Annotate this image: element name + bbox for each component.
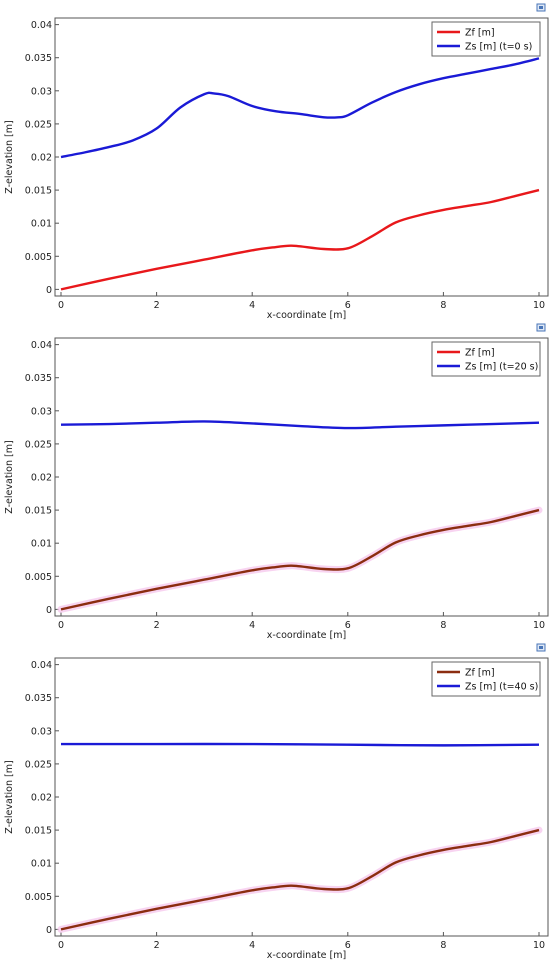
chart-panel-2: 0 0.005 0.01 0.015 0.02 0.025 0.03 0.035 0.04 0 2 4… <box>4 323 549 640</box>
y-tick-label: 0.01 <box>31 539 52 550</box>
legend-box <box>431 661 541 697</box>
series-line-zs <box>60 420 540 430</box>
plot-area <box>54 337 549 617</box>
y-tick-label: 0.02 <box>31 473 52 484</box>
series-line-zs <box>61 742 540 747</box>
y-tick-label: 0.015 <box>25 186 52 197</box>
x-axis-label: x-coordinate [m] <box>267 630 346 640</box>
y-tick-label: 0.025 <box>25 759 52 770</box>
x-tick-label: 2 <box>154 940 160 951</box>
y-tick-label: 0.035 <box>25 53 52 64</box>
y-tick-label: 0.01 <box>31 859 52 870</box>
y-tick-label: 0.005 <box>25 892 52 903</box>
x-tick-label: 4 <box>249 940 255 951</box>
y-tick-label: 0.04 <box>31 20 52 31</box>
y-tick-label: 0.035 <box>25 693 52 704</box>
x-tick-label: 8 <box>440 300 446 311</box>
legend-entry-label: Zs [m] (t=0 s) <box>465 42 532 53</box>
y-tick-label: 0.035 <box>25 373 52 384</box>
legend-box <box>431 341 541 377</box>
y-tick-label: 0.01 <box>31 219 52 230</box>
series-line-zf <box>60 508 540 611</box>
y-tick-label: 0 <box>46 605 52 616</box>
y-tick-label: 0.03 <box>31 86 52 97</box>
x-axis-label: x-coordinate [m] <box>267 310 346 320</box>
x-tick-label: 4 <box>249 620 255 631</box>
y-tick-label: 0 <box>46 285 52 296</box>
y-tick-label: 0.02 <box>31 153 52 164</box>
y-tick-label: 0.03 <box>31 726 52 737</box>
y-tick-label: 0.04 <box>31 340 52 351</box>
legend: Zf [m] Zs [m] (t=0 s) <box>431 21 541 57</box>
chart-panel-1: 0 0.005 0.01 0.015 0.02 0.025 0.03 0.035 0.04 0 2 4… <box>4 3 549 320</box>
y-tick-label: 0.015 <box>25 826 52 837</box>
export-icon[interactable] <box>536 643 546 652</box>
y-tick-label: 0.025 <box>25 439 52 450</box>
x-tick-label: 8 <box>440 620 446 631</box>
x-tick-label: 6 <box>345 620 351 631</box>
chart-panel-3: 0 0.005 0.01 0.015 0.02 0.025 0.03 0.035 0.04 0 2 4… <box>4 643 549 961</box>
y-tick-label: 0.025 <box>25 119 52 130</box>
y-axis-label: Z-elevation [m] <box>4 440 15 513</box>
y-tick-label: 0.03 <box>31 406 52 417</box>
x-tick-label: 2 <box>154 300 160 311</box>
plot-area <box>54 657 549 937</box>
x-tick-label: 6 <box>345 940 351 951</box>
y-tick-label: 0.005 <box>25 572 52 583</box>
y-axis-label: Z-elevation [m] <box>4 760 15 833</box>
legend-entry-label: Zf [m] <box>465 28 495 39</box>
x-tick-label: 4 <box>249 300 255 311</box>
series-line-zf <box>60 828 540 931</box>
y-axis-label: Z-elevation [m] <box>4 120 15 193</box>
export-icon[interactable] <box>536 323 546 332</box>
legend-entry-label: Zs [m] (t=40 s) <box>465 682 538 693</box>
legend-box <box>431 21 541 57</box>
x-tick-label: 0 <box>58 300 64 311</box>
y-tick-label: 0.02 <box>31 793 52 804</box>
x-tick-label: 10 <box>533 620 545 631</box>
export-icon[interactable] <box>536 3 546 12</box>
x-tick-label: 2 <box>154 620 160 631</box>
x-tick-label: 0 <box>58 940 64 951</box>
series-line-zs <box>60 57 540 159</box>
x-axis-label: x-coordinate [m] <box>267 950 346 961</box>
y-tick-label: 0.005 <box>25 252 52 263</box>
x-tick-label: 0 <box>58 620 64 631</box>
x-tick-label: 10 <box>533 940 545 951</box>
plot-area <box>54 17 549 297</box>
legend-entry-label: Zf [m] <box>465 348 495 359</box>
y-tick-label: 0.04 <box>31 660 52 671</box>
legend-entry-label: Zs [m] (t=20 s) <box>465 362 538 373</box>
x-tick-label: 6 <box>345 300 351 311</box>
x-tick-label: 10 <box>533 300 545 311</box>
legend-entry-label: Zf [m] <box>465 668 495 679</box>
x-tick-label: 8 <box>440 940 446 951</box>
y-tick-label: 0.015 <box>25 506 52 517</box>
y-tick-label: 0 <box>46 925 52 936</box>
legend: Zf [m] Zs [m] (t=40 s) <box>431 661 541 697</box>
legend: Zf [m] Zs [m] (t=20 s) <box>431 341 541 377</box>
series-line-zf <box>60 188 540 291</box>
